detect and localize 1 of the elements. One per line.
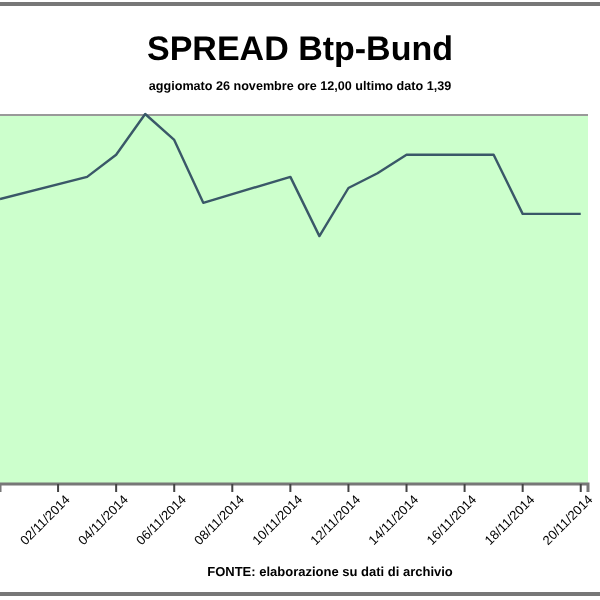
chart-title: SPREAD Btp-Bund	[147, 30, 453, 68]
